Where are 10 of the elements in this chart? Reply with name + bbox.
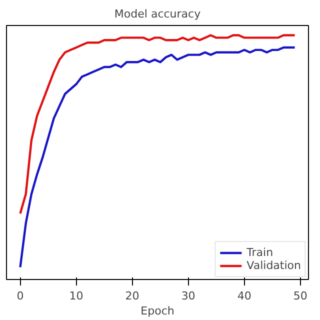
- x-axis-title: Epoch: [140, 304, 174, 318]
- x-tick-label: 0: [16, 290, 24, 302]
- x-tick-label: 50: [293, 290, 308, 302]
- x-tick-label: 10: [69, 290, 84, 302]
- x-tick-label: 30: [181, 290, 196, 302]
- legend-label: Validation: [246, 259, 301, 272]
- x-tick-label: 20: [125, 290, 140, 302]
- legend-label: Train: [246, 246, 274, 259]
- chart-title: Model accuracy: [114, 8, 202, 20]
- x-tick-label: 40: [237, 290, 252, 302]
